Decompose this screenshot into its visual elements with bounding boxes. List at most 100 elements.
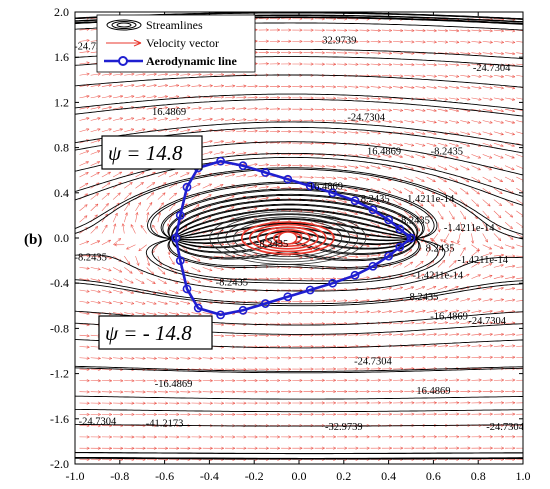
velocity-vector <box>449 297 459 302</box>
velocity-vector <box>437 412 449 416</box>
streamline <box>75 310 80 312</box>
velocity-vector <box>493 309 504 314</box>
velocity-vector <box>393 63 404 67</box>
velocity-vector <box>157 435 169 439</box>
streamline <box>518 151 523 154</box>
velocity-vector <box>415 401 426 405</box>
velocity-vector <box>471 355 482 359</box>
velocity-vector <box>79 215 88 223</box>
velocity-vector <box>493 275 504 279</box>
velocity-vector <box>225 242 236 246</box>
velocity-vector <box>471 344 482 348</box>
streamline <box>75 408 519 413</box>
velocity-vector <box>101 401 113 405</box>
velocity-vector <box>113 72 124 76</box>
velocity-vector <box>370 253 381 257</box>
velocity-vector <box>449 321 460 325</box>
velocity-vector <box>460 188 469 195</box>
aerodynamic-marker <box>368 205 378 215</box>
velocity-vector <box>314 96 325 100</box>
velocity-vector <box>113 94 124 99</box>
velocity-vector <box>415 273 425 279</box>
velocity-vector <box>124 312 135 316</box>
velocity-vector <box>505 435 516 439</box>
velocity-vector <box>337 85 348 89</box>
aerodynamic-marker <box>305 181 315 191</box>
velocity-vector <box>370 310 381 314</box>
velocity-vector <box>504 165 515 171</box>
velocity-vector <box>258 95 269 100</box>
velocity-vector <box>135 72 146 76</box>
velocity-vector <box>393 85 404 89</box>
velocity-vector <box>90 356 101 360</box>
velocity-vector <box>169 117 180 121</box>
velocity-vector <box>415 332 426 336</box>
velocity-vector <box>90 117 101 121</box>
velocity-vector <box>112 267 123 273</box>
velocity-vector <box>505 74 516 78</box>
velocity-vector <box>180 412 191 417</box>
velocity-vector <box>482 52 493 56</box>
velocity-vector <box>471 261 481 268</box>
velocity-vector <box>325 85 337 89</box>
velocity-vector <box>449 344 460 348</box>
velocity-vector <box>101 278 112 283</box>
velocity-vector <box>359 367 370 371</box>
velocity-vector <box>124 117 135 121</box>
aerodynamic-marker <box>283 174 293 184</box>
velocity-vector <box>493 435 505 439</box>
x-tick-label: -1.0 <box>66 469 85 483</box>
velocity-vector <box>292 62 303 66</box>
velocity-vector <box>281 277 292 281</box>
velocity-vector <box>281 130 292 134</box>
velocity-vector <box>392 188 403 194</box>
velocity-vector <box>90 278 101 282</box>
velocity-vector <box>426 389 437 393</box>
velocity-vector <box>359 389 370 394</box>
velocity-vector <box>292 164 303 168</box>
velocity-vector <box>213 267 224 271</box>
velocity-vector <box>303 446 314 450</box>
velocity-vector <box>431 233 439 242</box>
velocity-vector <box>450 240 461 246</box>
velocity-vector <box>370 165 381 170</box>
velocity-vector <box>101 301 112 305</box>
velocity-vector <box>505 344 516 348</box>
velocity-vector <box>504 176 515 182</box>
velocity-vector <box>415 378 426 382</box>
velocity-vector <box>393 28 404 33</box>
contour-label: -41.2173 <box>146 419 184 430</box>
velocity-vector <box>392 262 403 268</box>
velocity-vector <box>471 97 482 101</box>
velocity-vector <box>415 131 426 136</box>
velocity-vector <box>415 355 426 359</box>
velocity-vector <box>337 435 348 439</box>
velocity-vector <box>437 401 449 405</box>
velocity-vector <box>337 367 348 371</box>
velocity-vector <box>404 74 415 78</box>
velocity-vector <box>191 73 202 77</box>
velocity-vector <box>482 401 493 405</box>
velocity-vector <box>404 210 412 219</box>
velocity-vector <box>448 165 459 171</box>
velocity-vector <box>471 233 475 244</box>
velocity-vector <box>247 129 258 133</box>
velocity-vector <box>146 412 157 417</box>
velocity-vector <box>113 301 123 305</box>
velocity-vector <box>292 107 303 111</box>
velocity-vector <box>152 224 159 234</box>
velocity-vector <box>482 321 493 325</box>
velocity-vector <box>113 401 124 405</box>
velocity-vector <box>101 224 108 234</box>
velocity-vector <box>471 154 481 159</box>
velocity-vector <box>415 210 423 219</box>
velocity-vector <box>493 108 504 113</box>
velocity-vector <box>504 154 515 159</box>
velocity-vector <box>381 435 393 439</box>
velocity-vector <box>482 274 493 279</box>
velocity-vector <box>79 150 90 155</box>
velocity-vector <box>348 401 359 405</box>
streamline <box>176 213 405 238</box>
streamline <box>75 197 80 201</box>
velocity-vector <box>135 278 145 284</box>
